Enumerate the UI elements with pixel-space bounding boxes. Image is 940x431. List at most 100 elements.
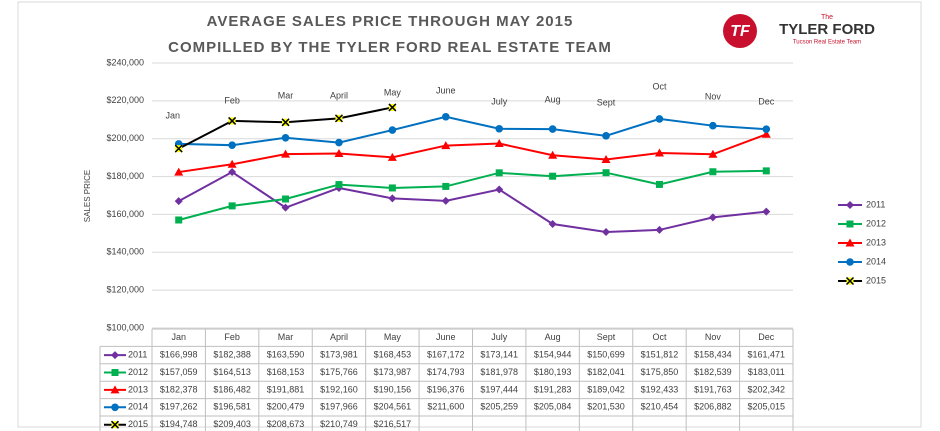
table-value: $197,444 xyxy=(480,384,518,394)
table-value: $173,981 xyxy=(320,349,358,359)
marker xyxy=(441,112,450,121)
legend-label: 2012 xyxy=(866,218,886,228)
table-value: $173,141 xyxy=(480,349,518,359)
y-tick-label: $140,000 xyxy=(106,247,144,257)
table-value: $151,812 xyxy=(641,349,679,359)
x-tick-label: Nov xyxy=(705,332,722,342)
table-value: $197,966 xyxy=(320,402,358,412)
table-value: $186,482 xyxy=(213,384,251,394)
marker xyxy=(654,148,664,157)
table-series-label: 2014 xyxy=(128,402,148,412)
line xyxy=(178,115,767,147)
table-value: $191,763 xyxy=(694,384,732,394)
x-tick-label: June xyxy=(436,332,456,342)
marker xyxy=(549,172,557,180)
series xyxy=(174,129,771,176)
marker xyxy=(442,182,450,190)
marker xyxy=(174,144,183,153)
marker xyxy=(441,196,450,205)
marker xyxy=(548,219,557,228)
table-value: $192,160 xyxy=(320,384,358,394)
table-value: $183,011 xyxy=(748,367,785,377)
marker xyxy=(228,168,237,177)
series xyxy=(174,103,397,153)
month-annotation: Sept xyxy=(597,97,616,107)
marker xyxy=(281,203,290,212)
marker xyxy=(602,169,610,177)
month-annotation: July xyxy=(491,96,508,106)
x-tick-label: Aug xyxy=(545,332,561,342)
marker xyxy=(227,159,237,168)
month-annotation: Nov xyxy=(705,91,722,101)
logo: TF The TYLER FORD Tucson Real Estate Tea… xyxy=(723,14,875,48)
table-series-label: 2013 xyxy=(128,384,148,394)
marker xyxy=(846,201,854,209)
marker xyxy=(281,149,291,158)
marker xyxy=(281,134,290,142)
table-value: $196,581 xyxy=(213,402,251,412)
marker xyxy=(388,184,396,192)
table-value: $180,193 xyxy=(534,367,572,377)
month-annotation: Feb xyxy=(224,95,240,105)
x-tick-label: Feb xyxy=(224,332,240,342)
marker xyxy=(548,150,558,159)
table-value: $206,882 xyxy=(694,402,732,412)
table-value: $175,850 xyxy=(641,367,679,377)
logo-circle xyxy=(723,14,757,48)
table-value: $197,262 xyxy=(160,402,198,412)
marker xyxy=(175,216,183,224)
marker xyxy=(335,181,343,189)
table-value: $205,084 xyxy=(534,402,572,412)
y-tick-label: $220,000 xyxy=(106,95,144,105)
table-value: $196,376 xyxy=(427,384,465,394)
table-value: $182,539 xyxy=(694,367,732,377)
marker xyxy=(281,118,290,127)
table-value: $210,454 xyxy=(641,402,679,412)
marker xyxy=(228,202,236,210)
marker xyxy=(655,115,664,123)
month-annotation: June xyxy=(436,85,456,95)
month-annotation: Oct xyxy=(652,81,667,91)
marker xyxy=(495,169,503,177)
marker xyxy=(602,132,610,140)
x-tick-label: Jan xyxy=(171,332,186,342)
marker xyxy=(388,103,397,112)
table-value: $168,453 xyxy=(374,349,412,359)
marker xyxy=(495,185,504,194)
table-value: $168,153 xyxy=(267,367,305,377)
series xyxy=(175,167,770,224)
marker xyxy=(548,125,557,133)
x-tick-label: Dec xyxy=(758,332,775,342)
table-series-label: 2015 xyxy=(128,419,148,429)
table-value: $210,749 xyxy=(320,419,358,429)
marker xyxy=(441,141,451,150)
marker xyxy=(334,114,343,123)
marker xyxy=(602,228,611,237)
marker xyxy=(174,167,184,176)
table-value: $150,699 xyxy=(587,349,625,359)
logo-top: The xyxy=(821,14,833,21)
marker xyxy=(845,276,855,286)
marker xyxy=(334,149,344,158)
marker xyxy=(708,149,718,158)
marker xyxy=(846,220,854,228)
marker xyxy=(709,121,717,130)
month-annotation: Dec xyxy=(758,96,775,106)
table-value: $166,998 xyxy=(160,349,198,359)
table-value: $158,434 xyxy=(694,349,732,359)
x-tick-label: Oct xyxy=(652,332,667,342)
chart-subtitle: COMPILLED BY THE TYLER FORD REAL ESTATE … xyxy=(168,39,612,56)
marker xyxy=(110,385,120,394)
table-value: $157,059 xyxy=(160,367,198,377)
table-value: $191,881 xyxy=(267,384,305,394)
marker xyxy=(846,258,854,266)
marker-x xyxy=(845,276,855,286)
table-value: $182,378 xyxy=(160,384,198,394)
table-value: $167,172 xyxy=(427,349,465,359)
table-value: $163,590 xyxy=(267,349,305,359)
table-value: $154,944 xyxy=(534,349,572,359)
legend-label: 2015 xyxy=(866,275,886,285)
marker xyxy=(228,116,237,125)
marker xyxy=(762,207,771,216)
